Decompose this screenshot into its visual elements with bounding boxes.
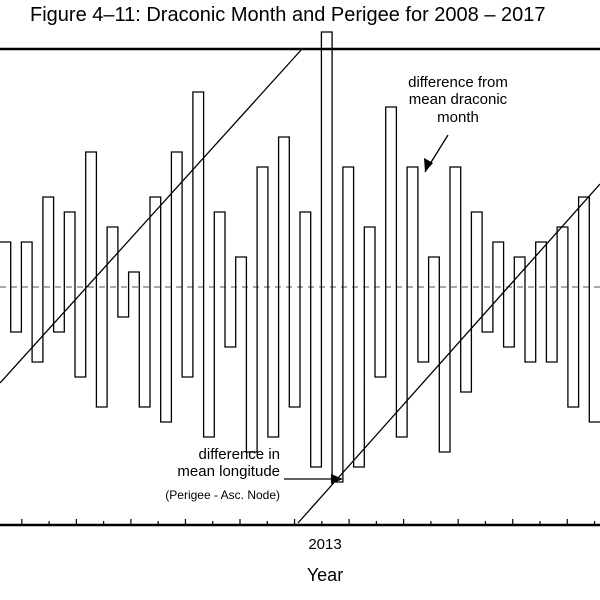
annotation-line: month: [437, 108, 479, 126]
annotation-draconic-month: difference from mean draconic month: [388, 74, 528, 126]
annotation-arrow-longitude: [284, 474, 343, 484]
annotation-line: mean longitude: [177, 463, 280, 481]
x-tick-label: 2013: [308, 536, 342, 553]
x-axis-ticks: [21, 519, 596, 525]
longitude-segment: [297, 183, 600, 524]
annotation-line: difference from: [408, 74, 508, 91]
annotation-line: difference in: [198, 446, 280, 463]
longitude-segment: [0, 48, 303, 384]
annotation-mean-longitude: difference in mean longitude: [150, 446, 280, 481]
annotation-arrow-draconic: [424, 134, 449, 173]
annotation-line: mean draconic: [408, 91, 508, 109]
annotation-mean-longitude-sublabel: (Perigee - Asc. Node): [165, 488, 280, 502]
series-mean-longitude-difference: [0, 48, 600, 524]
chart-title: Figure 4–11: Draconic Month and Perigee …: [30, 4, 546, 26]
x-axis-label: Year: [306, 565, 344, 585]
series-draconic-month-difference: [0, 31, 600, 483]
